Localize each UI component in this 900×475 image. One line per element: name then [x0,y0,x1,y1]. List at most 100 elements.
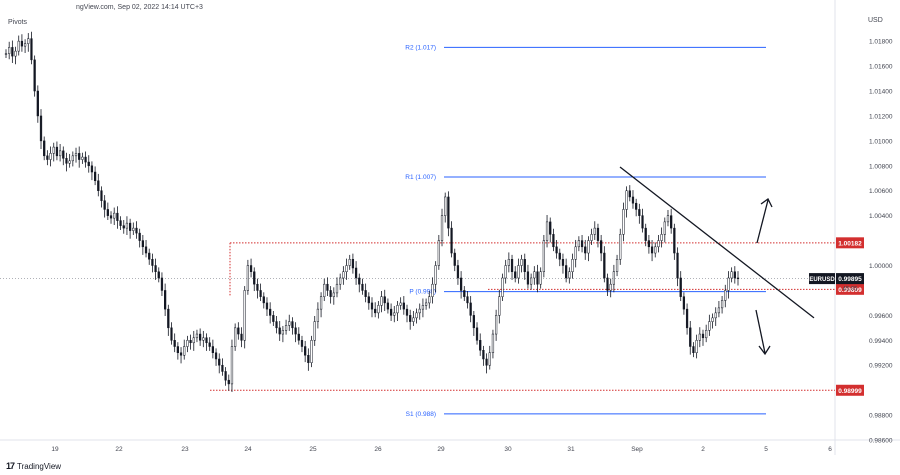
tradingview-brand[interactable]: 17 TradingView [6,461,61,471]
candle-body [294,327,297,335]
x-tick-label: 25 [309,446,317,453]
candle-body [138,232,141,241]
candle-body [727,277,730,291]
candle-body [361,283,364,291]
candle-body [323,283,326,297]
candle-body [670,215,673,229]
candle-body [186,340,189,347]
candle-body [606,277,609,291]
symbol-tag: EURUSD [809,277,835,283]
candle-body [685,308,689,329]
candle-body [692,346,695,354]
candle-body [240,333,243,341]
candle-body [237,327,240,335]
candle-body [440,215,444,241]
descending-trendline [619,166,815,319]
candle-body [364,290,367,297]
x-tick-label: 31 [567,446,575,453]
candle-body [119,220,122,226]
candle-body [97,180,100,191]
candle-body [65,158,68,164]
candle-body [49,153,52,160]
y-tick-label: 1.01600 [869,64,893,71]
candle-body [319,296,323,310]
candle-body [530,277,533,285]
candle-body [730,271,733,279]
candle-body [109,215,113,219]
candle-body [17,40,20,52]
candle-body [622,209,625,235]
candle-body [205,337,208,344]
candle-body [479,340,482,351]
y-tick-label: 0.98600 [869,438,893,445]
candle-body [399,302,402,306]
candle-body [192,337,195,344]
candle-body [383,296,386,304]
y-tick-label: 0.99200 [869,363,893,370]
candle-body [450,227,453,254]
candle-body [456,265,460,279]
candle-body [326,283,329,291]
last-price-label: 0.99895 [838,276,862,283]
last-price-bg [836,273,864,285]
candle-body [533,271,536,279]
candle-body [297,333,300,341]
candle-body [625,190,628,210]
up-arrow-icon [756,198,773,244]
candle-body [11,47,14,57]
candle-body [122,225,125,229]
candle-body [116,212,119,221]
candle-body [494,315,498,335]
candle-body [536,271,539,285]
candle-body [256,283,259,291]
candle-body [39,115,43,142]
symbol-tag-bg [809,273,835,285]
tradingview-logo-icon: 17 [6,461,15,471]
candle-body [224,371,227,381]
candle-body [660,234,663,241]
candle-body [218,358,221,366]
candle-body [393,312,396,316]
candle-body [488,352,491,366]
candle-body [234,327,237,347]
candle-body [367,296,370,304]
candle-body [638,209,641,216]
candle-body [8,47,11,54]
candle-body [291,321,294,329]
candle-body [370,302,374,310]
candle-body [412,317,415,322]
candle-body [74,153,78,157]
y-tick-label: 0.99600 [869,313,893,320]
candle-body [698,333,701,341]
candle-body [701,333,705,339]
indicator-label: Pivots [8,19,28,26]
candle-body [558,252,561,260]
candle-body [167,308,170,329]
candle-body [195,333,199,339]
candle-body [30,38,33,61]
brand-name: TradingView [17,461,62,471]
candle-body [444,196,447,216]
candle-body [542,240,545,272]
candle-body [380,296,383,306]
candle-body [657,240,660,248]
candle-body [434,265,437,285]
y-tick-label: 1.01800 [869,39,893,46]
candle-body [498,296,501,316]
candle-body [345,265,348,272]
candle-body [510,259,514,272]
candle-body [351,259,355,269]
candle-body [170,327,173,341]
candle-body [304,346,307,356]
candle-body [590,234,593,241]
candle-body [568,271,571,279]
candle-body [475,327,479,341]
candle-body [571,259,574,272]
candle-body [603,252,606,279]
candle-body [354,267,358,279]
candle-body [141,240,144,248]
support-price-tag: 0.99809 [838,287,862,294]
candle-body [332,292,335,297]
candle-body [396,305,399,314]
